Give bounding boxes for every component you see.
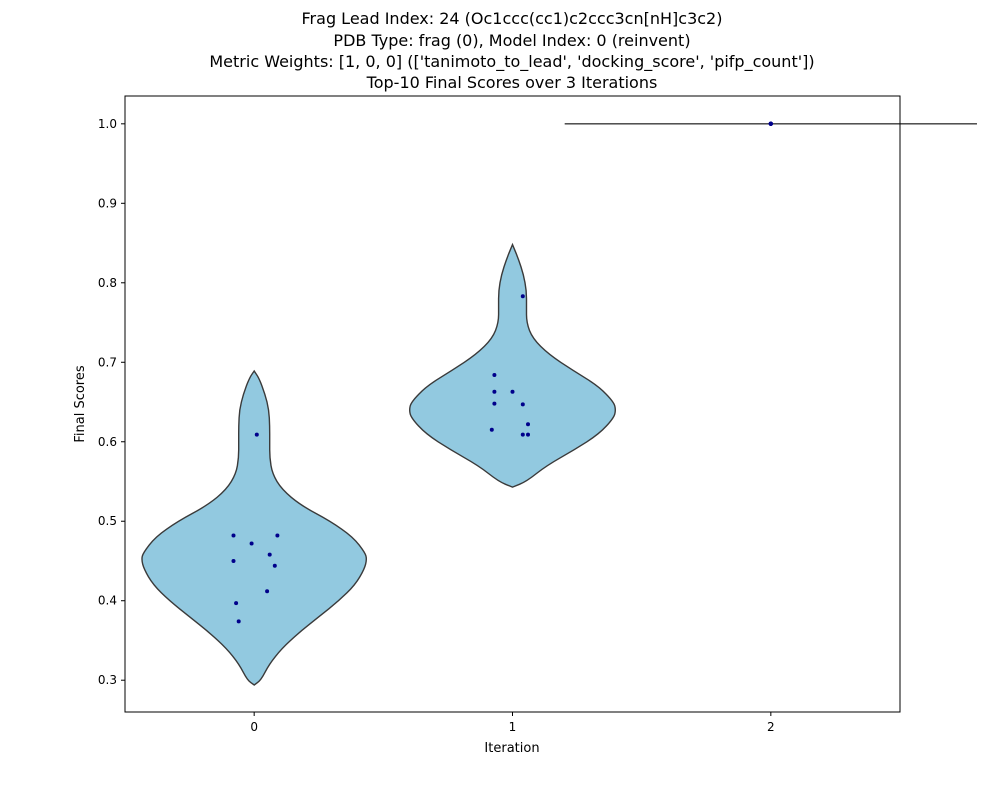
y-axis: 0.3 0.4 0.5 0.6 0.7 0.8 0.9 1.0 — [98, 117, 125, 687]
y-tick-label: 0.3 — [98, 673, 117, 687]
data-point — [520, 294, 525, 299]
y-tick-label: 0.6 — [98, 435, 117, 449]
data-point — [265, 589, 270, 594]
data-point — [492, 389, 497, 394]
y-tick-label: 0.5 — [98, 514, 117, 528]
data-point — [275, 533, 280, 538]
y-tick-label: 0.4 — [98, 594, 117, 608]
x-tick-label: 1 — [509, 720, 517, 734]
data-point — [236, 619, 241, 624]
data-point — [234, 601, 239, 606]
data-point — [231, 533, 236, 538]
data-point — [492, 373, 497, 377]
x-tick-label: 2 — [767, 720, 775, 734]
x-axis-label: Iteration — [484, 741, 539, 756]
violin-0 — [141, 369, 368, 686]
plot-area — [141, 121, 977, 686]
data-point — [492, 401, 497, 406]
data-point — [768, 121, 773, 126]
data-point — [272, 563, 277, 568]
title-line-1: Frag Lead Index: 24 (Oc1ccc(cc1)c2ccc3cn… — [302, 9, 723, 28]
data-point — [489, 427, 494, 432]
x-tick-label: 0 — [250, 720, 258, 734]
data-point — [526, 432, 530, 437]
data-point — [510, 389, 515, 394]
violin-1 — [409, 242, 616, 488]
data-point — [254, 432, 259, 437]
data-point — [520, 402, 525, 407]
y-tick-label: 0.7 — [98, 355, 117, 369]
data-point — [526, 422, 530, 427]
y-axis-label: Final Scores — [73, 365, 88, 443]
title-line-4: Top-10 Final Scores over 3 Iterations — [366, 73, 658, 92]
chart-title: Frag Lead Index: 24 (Oc1ccc(cc1)c2ccc3cn… — [209, 9, 814, 92]
y-tick-label: 0.9 — [98, 196, 117, 210]
x-axis: 0 1 2 — [250, 712, 775, 734]
data-point — [267, 552, 272, 557]
data-point — [231, 559, 236, 563]
y-tick-label: 1.0 — [98, 117, 117, 131]
data-point — [249, 541, 254, 546]
title-line-2: PDB Type: frag (0), Model Index: 0 (rein… — [333, 31, 690, 50]
y-tick-label: 0.8 — [98, 276, 117, 290]
data-point — [520, 432, 525, 437]
title-line-3: Metric Weights: [1, 0, 0] (['tanimoto_to… — [209, 52, 814, 72]
